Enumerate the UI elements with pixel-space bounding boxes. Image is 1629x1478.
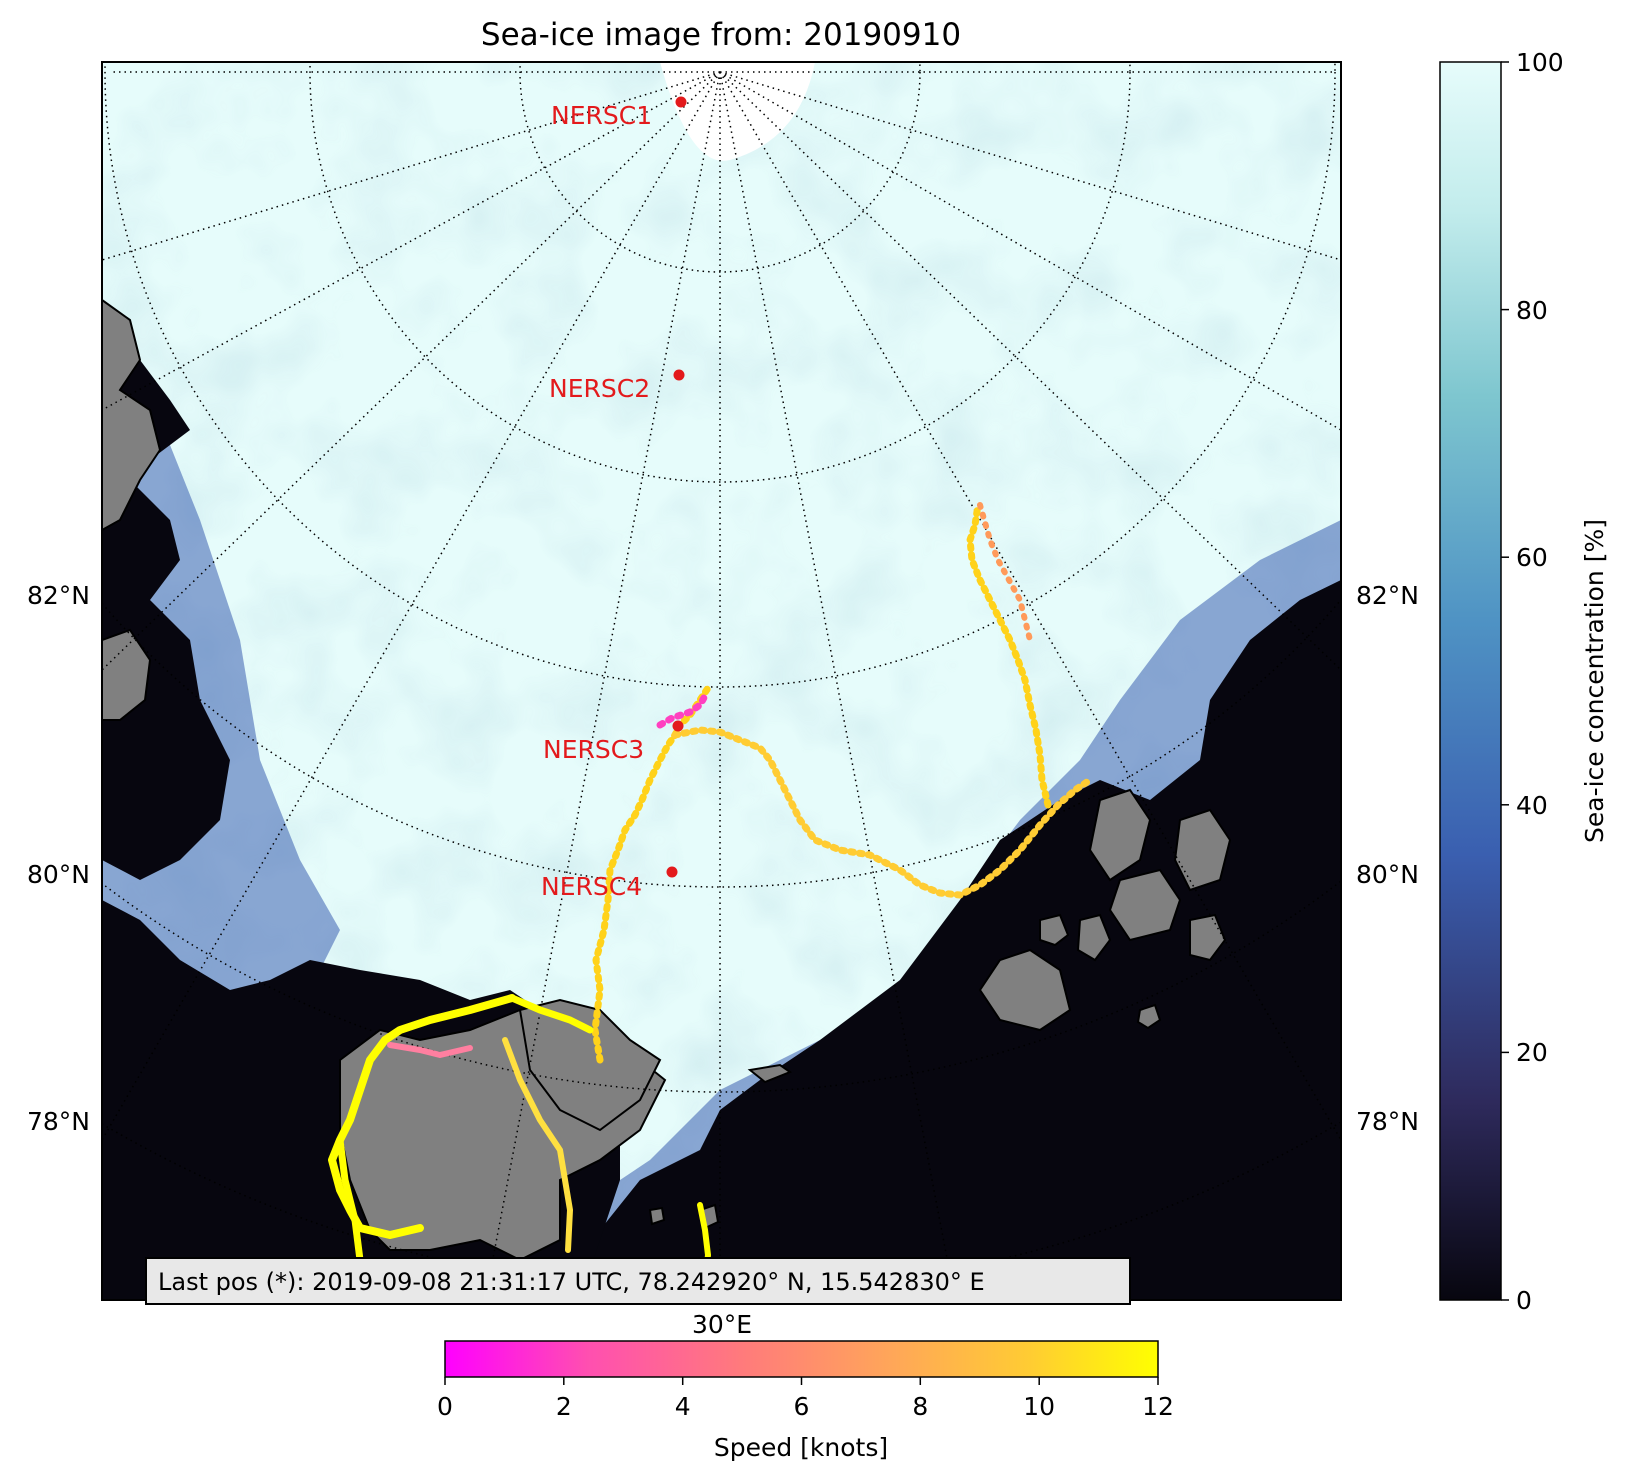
franz-josef-land-g [1039, 913, 1070, 947]
lon-label-bottom: 30°E [692, 1310, 752, 1339]
kvitoya-land [747, 1063, 793, 1084]
station-nersc4[interactable]: NERSC4 [541, 866, 678, 902]
lat-label: 80°N [27, 860, 90, 889]
ice-colorbar: 0 20 40 60 80 100 Sea-ice concentration … [1439, 48, 1609, 1315]
graticule-meridian [102, 71, 721, 671]
lat-label: 82°N [27, 581, 90, 610]
ice-colorbar-label: Sea-ice concentration [%] [1580, 519, 1609, 843]
ship-track-segment [656, 690, 710, 729]
graticule-meridian [719, 71, 1341, 671]
graticule-meridian [102, 71, 721, 1141]
ice-tick-label: 40 [1516, 791, 1548, 820]
franz-josef-land-c [1108, 868, 1182, 942]
map-title: Sea-ice image from: 20190910 [481, 17, 961, 53]
franz-josef-land-e [1076, 913, 1112, 962]
speed-tick-label: 0 [437, 1392, 453, 1421]
speed-tick-label: 6 [794, 1392, 810, 1421]
lat-label: 78°N [1356, 1107, 1419, 1136]
nordaustlandet-land [518, 998, 662, 1132]
lat-label: 82°N [1356, 581, 1419, 610]
ice-tick-label: 60 [1516, 543, 1548, 572]
ellesmere-land-upper [102, 298, 162, 532]
west-marginal-ice-zone [102, 300, 340, 1060]
station-nersc3[interactable]: NERSC3 [543, 720, 684, 765]
station-nersc1[interactable]: NERSC1 [551, 96, 687, 131]
station-nersc2[interactable]: NERSC2 [549, 369, 685, 404]
ship-track-segment [387, 1042, 473, 1058]
speed-colorbar: 0 2 4 6 8 10 12 Speed [knots] [437, 1340, 1174, 1462]
station-label: NERSC1 [551, 101, 652, 130]
lat-label: 78°N [27, 1107, 90, 1136]
franz-josef-land-d [1189, 913, 1227, 962]
open-ocean-northwest [102, 460, 230, 880]
station-label: NERSC3 [543, 735, 644, 764]
last-position-box: Last pos (*): 2019-09-08 21:31:17 UTC, 7… [145, 1257, 1131, 1305]
speed-tick-label: 12 [1142, 1392, 1174, 1421]
lat-label: 80°N [1356, 860, 1419, 889]
franz-josef-land-b [1173, 808, 1232, 892]
map-area: NERSC1 NERSC2 NERSC3 NERSC4 [102, 62, 1341, 1300]
graticule-circle [309, 62, 1131, 483]
ice-tick-label: 80 [1516, 296, 1548, 325]
station-label: NERSC4 [541, 872, 642, 901]
last-position-text: Last pos (*): 2019-09-08 21:31:17 UTC, 7… [158, 1268, 985, 1296]
ice-colorbar-ticks [1501, 61, 1509, 1301]
open-ocean-east [560, 580, 1341, 1300]
graticule-circle [104, 62, 1336, 688]
franz-josef-land-h [1136, 1003, 1162, 1030]
ice-tick-label: 100 [1516, 48, 1564, 77]
station-marker [672, 720, 684, 732]
graticule-meridian [102, 71, 721, 411]
land-masses [102, 298, 1232, 1262]
speed-colorbar-label: Speed [knots] [714, 1433, 888, 1462]
ellesmere-land-lower [102, 628, 152, 721]
ship-track-segment [977, 502, 1033, 643]
graticule [102, 62, 1341, 1300]
station-marker [675, 96, 687, 108]
pole-hole [660, 62, 815, 161]
graticule-circle [519, 62, 921, 273]
speed-colorbar-ticks [444, 1377, 1159, 1385]
speed-tick-label: 8 [912, 1392, 928, 1421]
graticule-meridian [719, 71, 1341, 431]
speed-tick-label: 10 [1023, 1392, 1055, 1421]
islet-b [648, 1206, 666, 1226]
stations: NERSC1 NERSC2 NERSC3 NERSC4 [541, 96, 687, 902]
ice-colorbar-tick-labels: 0 20 40 60 80 100 [1516, 48, 1564, 1315]
ice-tick-label: 0 [1516, 1286, 1532, 1315]
ice-colorbar-gradient [1439, 61, 1502, 1301]
last-position-background [145, 1257, 1131, 1305]
ship-track-segment [508, 994, 594, 1034]
ship-track-segment [966, 501, 1052, 809]
speed-tick-label: 4 [675, 1392, 691, 1421]
speed-colorbar-gradient [444, 1340, 1159, 1378]
station-label: NERSC2 [549, 374, 650, 403]
latitude-labels-left: 82°N 80°N 78°N [27, 581, 90, 1136]
franz-josef-land-a [1088, 788, 1152, 882]
speed-tick-label: 2 [556, 1392, 572, 1421]
station-marker [666, 866, 678, 878]
speed-colorbar-tick-labels: 0 2 4 6 8 10 12 [437, 1392, 1174, 1421]
franz-josef-land-f [978, 948, 1072, 1032]
ship-track-segment [502, 1037, 573, 1253]
station-marker [673, 369, 685, 381]
latitude-labels-right: 82°N 80°N 78°N [1356, 581, 1419, 1136]
ice-tick-label: 20 [1516, 1038, 1548, 1067]
ship-track-segment [671, 726, 1094, 899]
graticule-meridian [719, 71, 1341, 1141]
